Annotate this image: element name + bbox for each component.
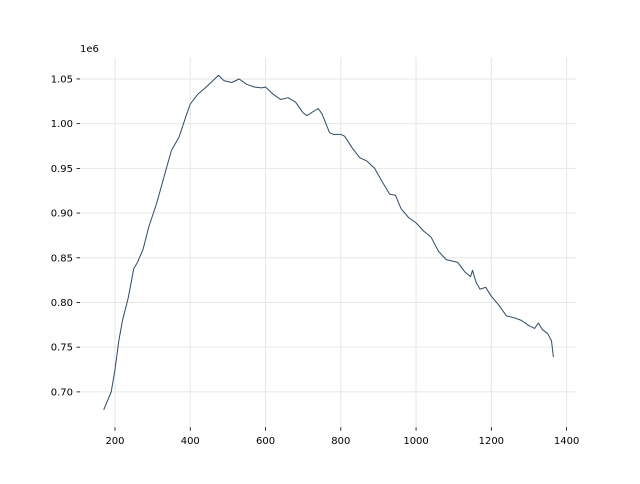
x-tick-label: 1200 xyxy=(479,436,504,447)
y-tick-label: 0.75 xyxy=(51,343,73,354)
y-tick-label: 0.95 xyxy=(51,164,73,175)
grid xyxy=(80,57,576,428)
y-tick-label: 1.00 xyxy=(51,119,73,130)
x-tick-label: 400 xyxy=(181,436,200,447)
x-tick-label: 800 xyxy=(331,436,350,447)
y-tick-label: 0.70 xyxy=(51,387,73,398)
series-line xyxy=(103,74,554,410)
y-tick-label: 1.05 xyxy=(51,74,73,85)
x-tick-label: 1400 xyxy=(554,436,579,447)
y-tick-label: 0.85 xyxy=(51,253,73,264)
y-offset-label: 1e6 xyxy=(80,44,99,55)
y-tick-label: 0.90 xyxy=(51,209,73,220)
y-axis: 0.70 0.75 0.80 0.85 0.90 0.95 1.00 1.05 xyxy=(51,74,80,398)
x-tick-label: 600 xyxy=(256,436,275,447)
series-lines xyxy=(103,74,554,410)
x-axis: 200 400 600 800 1000 1200 1400 xyxy=(105,427,579,447)
x-tick-label: 1000 xyxy=(403,436,428,447)
x-tick-label: 200 xyxy=(105,436,124,447)
y-tick-label: 0.80 xyxy=(51,298,73,309)
